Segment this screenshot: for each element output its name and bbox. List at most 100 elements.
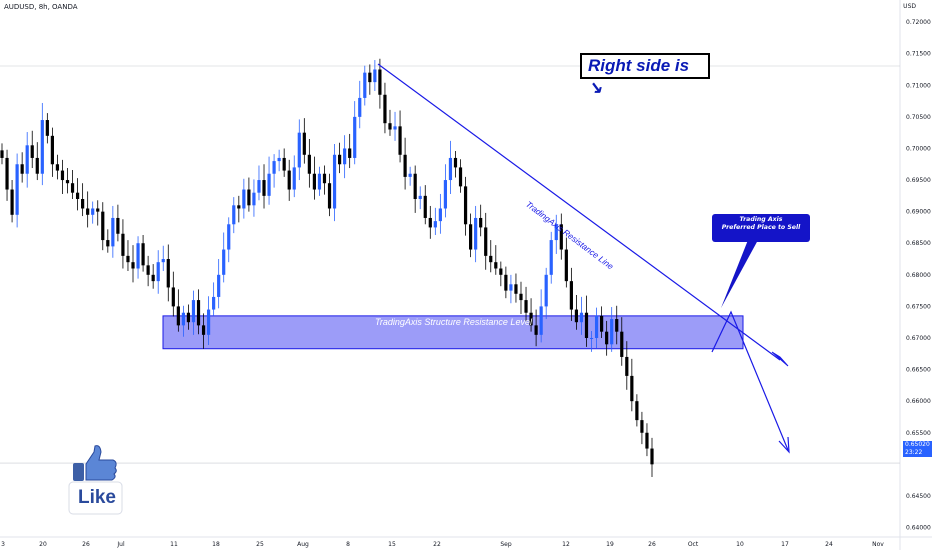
candle-body bbox=[519, 293, 523, 301]
candle-body bbox=[75, 192, 80, 200]
candle-body bbox=[393, 126, 397, 130]
x-tick-label: 18 bbox=[212, 541, 220, 548]
y-tick-label: 0.71000 bbox=[906, 82, 931, 89]
x-tick-label: 22 bbox=[433, 541, 441, 548]
candle-body bbox=[438, 208, 442, 222]
currency-label: USD bbox=[903, 3, 916, 10]
y-tick-label: 0.66500 bbox=[906, 367, 931, 374]
candle-body bbox=[217, 274, 221, 297]
candle-body bbox=[363, 72, 367, 98]
candle-body bbox=[15, 164, 19, 215]
y-tick-label: 0.65500 bbox=[906, 430, 931, 437]
callout-pointer bbox=[721, 240, 758, 308]
projection-arrow bbox=[711, 310, 789, 451]
x-tick-label: Nov bbox=[872, 541, 884, 548]
y-tick-label: 0.69500 bbox=[906, 177, 931, 184]
candle-body bbox=[50, 135, 54, 165]
candle-body bbox=[615, 319, 619, 332]
candle-body bbox=[358, 97, 362, 117]
candle-body bbox=[549, 240, 553, 275]
candle-body bbox=[574, 309, 579, 323]
candle-body bbox=[448, 157, 453, 181]
y-tick-label: 0.68500 bbox=[906, 240, 931, 247]
candle-body bbox=[469, 224, 473, 250]
candle-body bbox=[252, 192, 256, 206]
candle-body bbox=[625, 356, 629, 376]
candle-body bbox=[161, 259, 165, 263]
like-icon-plate bbox=[68, 481, 123, 515]
candle-body bbox=[322, 173, 327, 184]
candle-body bbox=[277, 157, 281, 162]
candle-body bbox=[428, 217, 432, 228]
candle-body bbox=[287, 170, 291, 190]
like-icon-cuff bbox=[73, 463, 84, 481]
y-tick-label: 0.69000 bbox=[906, 209, 931, 216]
candle-body bbox=[297, 132, 301, 168]
candle-body bbox=[91, 208, 95, 215]
candle-body bbox=[111, 217, 115, 247]
x-tick-label: 11 bbox=[170, 541, 178, 548]
candle-body bbox=[5, 157, 9, 190]
y-tick-label: 0.67500 bbox=[906, 303, 931, 310]
candle-body bbox=[312, 173, 317, 190]
candle-body bbox=[373, 69, 377, 83]
like-icon-thumb bbox=[85, 445, 117, 481]
candle-body bbox=[30, 145, 34, 158]
candle-body bbox=[25, 145, 29, 174]
candle-body bbox=[594, 315, 599, 338]
candle-body bbox=[327, 183, 332, 209]
x-tick-label: 25 bbox=[256, 541, 264, 548]
candle-body bbox=[65, 180, 70, 184]
candle-body bbox=[403, 154, 407, 177]
candle-body bbox=[201, 325, 206, 335]
resistance-zone bbox=[162, 315, 744, 350]
candle-body bbox=[353, 116, 357, 158]
callout-bubble bbox=[712, 214, 810, 242]
candle-body bbox=[337, 154, 342, 165]
candle-body bbox=[181, 312, 185, 326]
callout-line-2: Preferred Place to Sell bbox=[721, 224, 801, 231]
candle-body bbox=[20, 164, 24, 174]
x-tick-label: 10 bbox=[736, 541, 744, 548]
candle-body bbox=[559, 224, 563, 250]
callout-text: Trading Axis Preferred Place to Sell bbox=[712, 216, 810, 240]
symbol-title: AUDUSD, 8h, OANDA bbox=[4, 3, 78, 11]
y-tick-label: 0.71500 bbox=[906, 51, 931, 58]
candle-body bbox=[332, 154, 337, 209]
candle-body bbox=[589, 337, 594, 339]
candle-body bbox=[383, 94, 387, 124]
candle-body bbox=[645, 432, 649, 449]
candle-body bbox=[146, 265, 150, 275]
callout-line-1: Trading Axis bbox=[739, 216, 783, 223]
candle-body bbox=[131, 262, 135, 269]
candle-body bbox=[494, 262, 498, 269]
candle-body bbox=[564, 249, 568, 282]
candle-body bbox=[191, 300, 196, 323]
candle-body bbox=[40, 120, 44, 174]
candle-body bbox=[136, 243, 140, 269]
candle-body bbox=[499, 268, 503, 275]
x-tick-label: 26 bbox=[82, 541, 90, 548]
candle-body bbox=[504, 274, 508, 291]
like-label: Like bbox=[77, 487, 117, 508]
candle-body bbox=[106, 240, 110, 247]
candle-body bbox=[534, 325, 538, 335]
candle-body bbox=[539, 306, 543, 335]
x-tick-label: 26 bbox=[648, 541, 656, 548]
last-price-value: 0.65020 bbox=[905, 441, 930, 448]
y-tick-label: 0.68000 bbox=[906, 272, 931, 279]
candle-body bbox=[307, 154, 311, 174]
candle-body bbox=[554, 224, 558, 241]
candle-body bbox=[620, 331, 624, 357]
candle-body bbox=[443, 180, 448, 209]
candle-body bbox=[156, 262, 160, 282]
candle-body bbox=[408, 173, 412, 177]
x-tick-label: 8 bbox=[346, 541, 350, 548]
candle-body bbox=[55, 164, 60, 171]
x-tick-label: 15 bbox=[388, 541, 396, 548]
candle-body bbox=[272, 161, 276, 174]
x-tick-label: 24 bbox=[825, 541, 833, 548]
candle-body bbox=[151, 274, 155, 282]
